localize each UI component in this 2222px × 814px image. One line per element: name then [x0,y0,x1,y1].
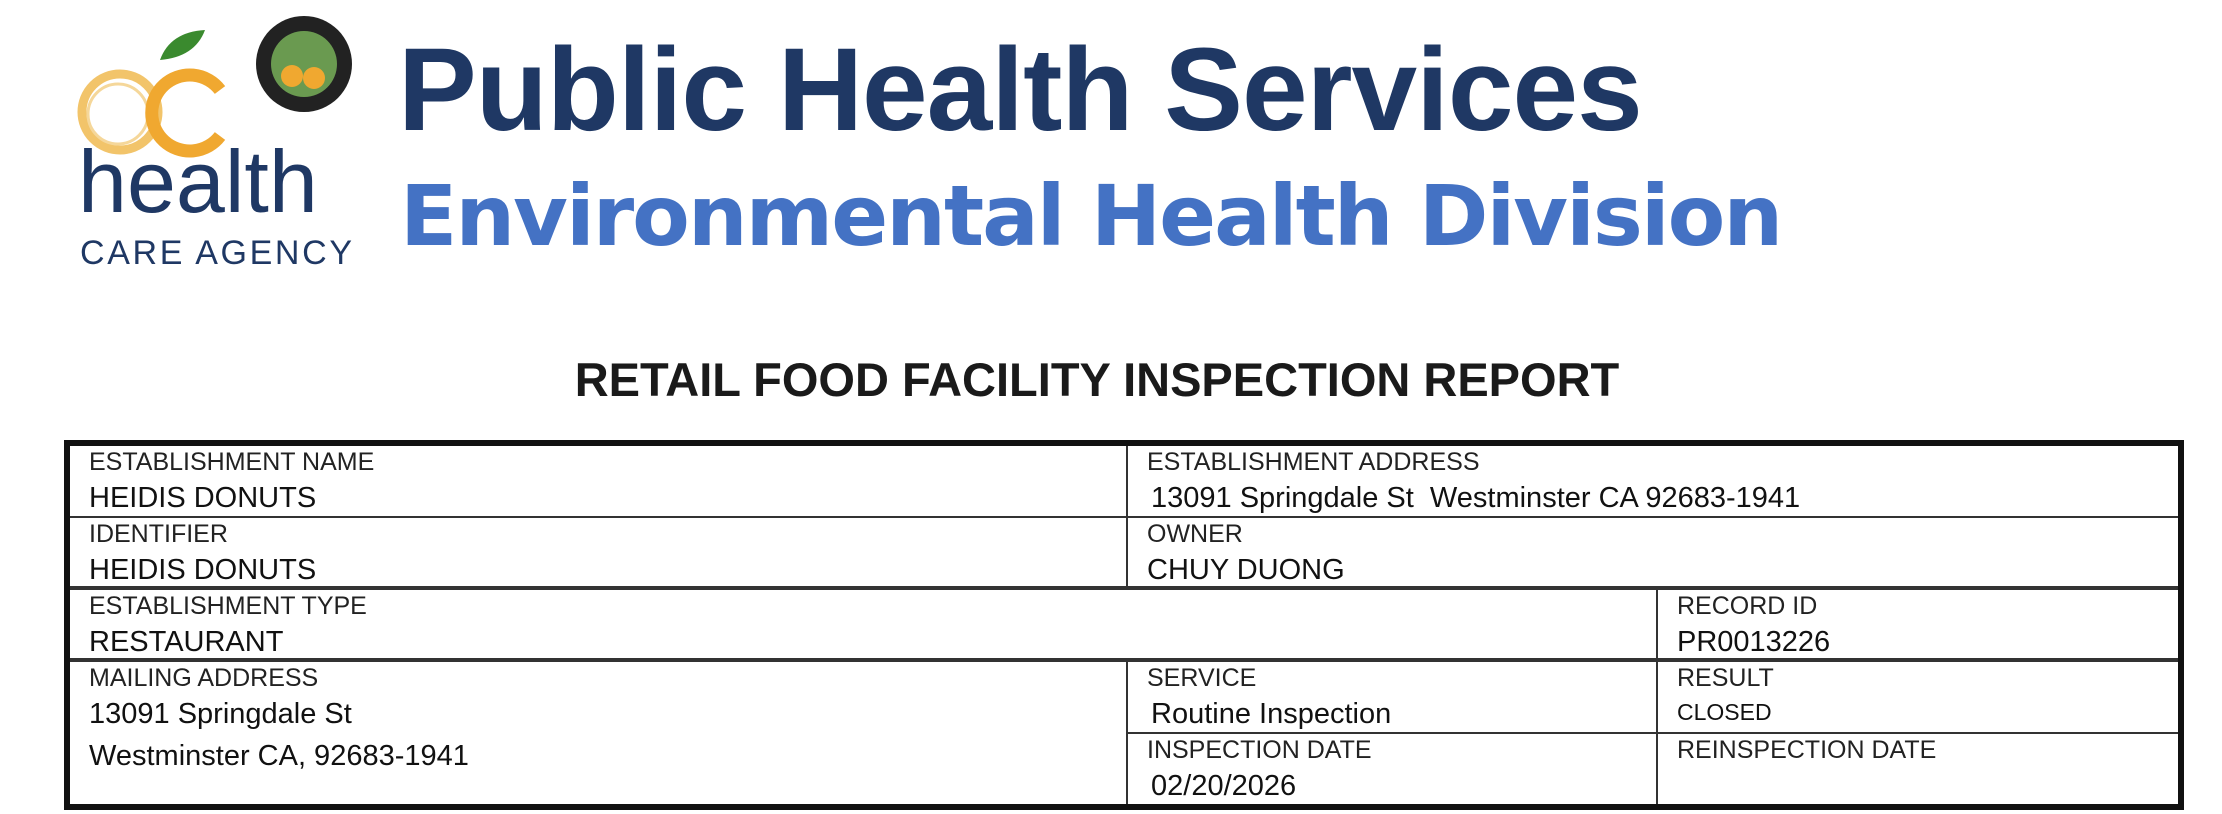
service-cell: SERVICE Routine Inspection [1128,662,1658,734]
page-title: Public Health Services [398,24,1643,156]
reinspection-date-cell: REINSPECTION DATE [1658,734,2178,804]
facility-info-table: ESTABLISHMENT NAME HEIDIS DONUTS ESTABLI… [64,440,2184,810]
seal-center [271,31,337,97]
mailing-address-cell: MAILING ADDRESS 13091 Springdale St West… [70,662,1128,804]
field-label: MAILING ADDRESS [89,664,319,692]
establishment-type-value: RESTAURANT [89,626,284,658]
logo-graphic: health CARE AGENCY [77,16,352,272]
logo-health-text: health [78,132,318,231]
result-value: CLOSED [1677,699,1772,725]
result-cell: RESULT CLOSED [1658,662,2178,734]
oc-health-care-agency-logo: health CARE AGENCY [70,12,370,276]
mailing-address-line1: 13091 Springdale St [89,698,352,730]
identifier-value: HEIDIS DONUTS [89,554,317,586]
owner-cell: OWNER CHUY DUONG [1128,518,2178,590]
owner-value: CHUY DUONG [1147,554,1345,586]
establishment-name-value: HEIDIS DONUTS [89,482,317,514]
leaf-icon [160,30,205,60]
logo-c-arc [145,68,226,158]
field-label: INSPECTION DATE [1147,736,1372,764]
field-label: ESTABLISHMENT NAME [89,448,375,476]
mailing-address-line2: Westminster CA, 92683-1941 [89,740,469,772]
field-label: RESULT [1677,664,1774,692]
report-title-text: RETAIL FOOD FACILITY INSPECTION REPORT [574,353,1620,406]
report-title: RETAIL FOOD FACILITY INSPECTION REPORT [0,352,2222,408]
field-label: ESTABLISHMENT ADDRESS [1147,448,1480,476]
page-subtitle: Environmental Health Division [400,167,1783,265]
field-label: REINSPECTION DATE [1677,736,1937,764]
seal-orange [281,65,303,87]
record-id-cell: RECORD ID PR0013226 [1658,590,2178,662]
inspection-date-cell: INSPECTION DATE 02/20/2026 [1128,734,1658,804]
field-label: OWNER [1147,520,1243,548]
field-label: IDENTIFIER [89,520,228,548]
establishment-address-value: 13091 Springdale St Westminster CA 92683… [1151,482,1801,514]
identifier-cell: IDENTIFIER HEIDIS DONUTS [70,518,1128,590]
establishment-type-cell: ESTABLISHMENT TYPE RESTAURANT [70,590,1658,662]
inspection-date-value: 02/20/2026 [1151,770,1297,802]
record-id-value: PR0013226 [1677,626,1831,658]
logo-agency-text: CARE AGENCY [80,234,352,272]
field-label: RECORD ID [1677,592,1818,620]
establishment-name-cell: ESTABLISHMENT NAME HEIDIS DONUTS [70,446,1128,518]
seal-orange [303,67,325,89]
service-value: Routine Inspection [1151,698,1392,730]
field-label: ESTABLISHMENT TYPE [89,592,367,620]
field-label: SERVICE [1147,664,1257,692]
establishment-address-cell: ESTABLISHMENT ADDRESS 13091 Springdale S… [1128,446,2178,518]
